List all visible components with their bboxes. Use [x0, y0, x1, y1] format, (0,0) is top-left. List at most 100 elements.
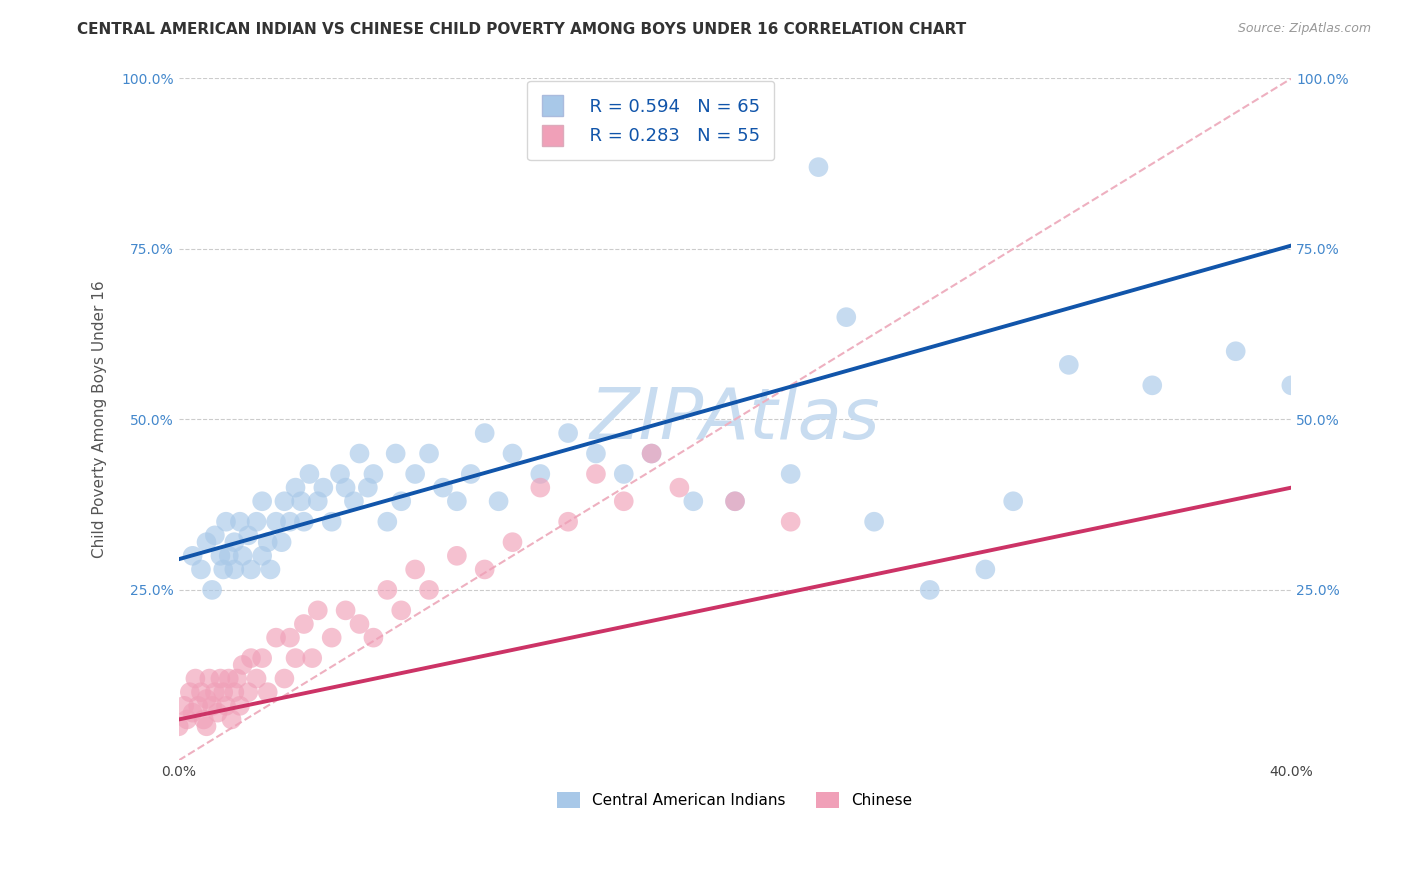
Point [613, 494, 636, 508]
Point [187, 698, 209, 713]
Point [307, 494, 329, 508]
Point [179, 685, 201, 699]
Point [232, 549, 254, 563]
Point [201, 582, 224, 597]
Point [224, 685, 246, 699]
Point [284, 651, 307, 665]
Point [321, 515, 343, 529]
Point [181, 549, 204, 563]
Point [250, 494, 273, 508]
Point [779, 467, 801, 481]
Point [301, 651, 323, 665]
Point [418, 582, 440, 597]
Point [335, 603, 357, 617]
Point [212, 685, 235, 699]
Point [209, 672, 232, 686]
Point [363, 467, 385, 481]
Point [474, 426, 496, 441]
Point [215, 698, 238, 713]
Point [292, 515, 315, 529]
Point [1225, 344, 1247, 359]
Point [389, 603, 412, 617]
Point [229, 698, 252, 713]
Point [184, 672, 207, 686]
Point [384, 446, 406, 460]
Point [357, 481, 380, 495]
Point [375, 515, 398, 529]
Point [640, 446, 662, 460]
Text: CENTRAL AMERICAN INDIAN VS CHINESE CHILD POVERTY AMONG BOYS UNDER 16 CORRELATION: CENTRAL AMERICAN INDIAN VS CHINESE CHILD… [77, 22, 966, 37]
Point [250, 651, 273, 665]
Point [585, 467, 607, 481]
Point [212, 562, 235, 576]
Point [264, 631, 287, 645]
Point [640, 446, 662, 460]
Point [218, 672, 240, 686]
Point [389, 494, 412, 508]
Y-axis label: Child Poverty Among Boys Under 16: Child Poverty Among Boys Under 16 [93, 281, 107, 558]
Point [312, 481, 335, 495]
Point [259, 562, 281, 576]
Point [240, 562, 263, 576]
Point [278, 515, 301, 529]
Point [557, 515, 579, 529]
Point [245, 515, 267, 529]
Point [232, 657, 254, 672]
Point [226, 672, 249, 686]
Point [1057, 358, 1080, 372]
Point [349, 446, 371, 460]
Point [209, 549, 232, 563]
Point [204, 685, 226, 699]
Point [273, 494, 295, 508]
Point [278, 631, 301, 645]
Point [201, 698, 224, 713]
Point [529, 467, 551, 481]
Point [173, 698, 195, 713]
Point [918, 582, 941, 597]
Point [807, 160, 830, 174]
Point [724, 494, 747, 508]
Point [668, 481, 690, 495]
Point [1002, 494, 1025, 508]
Point [273, 672, 295, 686]
Point [343, 494, 366, 508]
Point [292, 617, 315, 632]
Point [256, 535, 278, 549]
Point [176, 713, 198, 727]
Point [245, 672, 267, 686]
Point [488, 494, 510, 508]
Point [404, 562, 426, 576]
Point [250, 549, 273, 563]
Point [195, 719, 218, 733]
Point [284, 481, 307, 495]
Point [190, 562, 212, 576]
Point [195, 692, 218, 706]
Point [240, 651, 263, 665]
Point [404, 467, 426, 481]
Point [529, 481, 551, 495]
Point [460, 467, 482, 481]
Point [446, 549, 468, 563]
Point [218, 549, 240, 563]
Point [207, 706, 229, 720]
Text: Source: ZipAtlas.com: Source: ZipAtlas.com [1237, 22, 1371, 36]
Point [349, 617, 371, 632]
Point [307, 603, 329, 617]
Point [167, 719, 190, 733]
Point [1142, 378, 1164, 392]
Point [321, 631, 343, 645]
Point [224, 562, 246, 576]
Point [835, 310, 858, 325]
Point [974, 562, 997, 576]
Point [502, 446, 524, 460]
Point [557, 426, 579, 441]
Point [195, 535, 218, 549]
Point [375, 582, 398, 597]
Point [190, 685, 212, 699]
Point [221, 713, 243, 727]
Point [224, 535, 246, 549]
Text: ZIPAtlas: ZIPAtlas [589, 385, 880, 454]
Point [181, 706, 204, 720]
Point [363, 631, 385, 645]
Point [264, 515, 287, 529]
